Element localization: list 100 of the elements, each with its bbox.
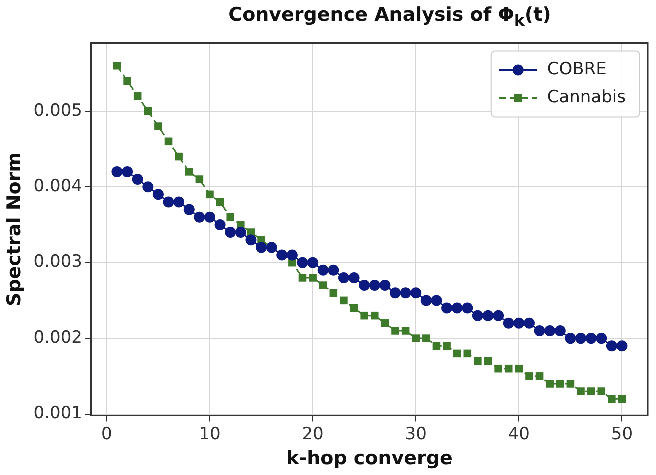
point	[246, 234, 257, 246]
point	[402, 327, 410, 335]
point	[298, 274, 307, 282]
point	[122, 166, 134, 178]
point	[204, 212, 216, 223]
point	[216, 198, 224, 206]
point	[596, 333, 608, 344]
point	[616, 340, 628, 352]
point	[565, 333, 576, 344]
point	[462, 302, 474, 314]
point	[431, 295, 442, 306]
point	[235, 227, 246, 238]
point	[185, 168, 194, 176]
y-tick-label: 0.003	[34, 252, 82, 272]
point	[184, 204, 195, 216]
point	[113, 62, 122, 70]
point	[318, 264, 329, 276]
point	[328, 264, 340, 276]
point	[412, 334, 420, 342]
point	[608, 395, 616, 404]
point	[134, 92, 142, 100]
point	[420, 295, 432, 306]
point	[381, 320, 390, 328]
point	[546, 380, 554, 388]
point	[514, 318, 525, 329]
point	[124, 77, 132, 85]
point	[400, 288, 412, 299]
point	[348, 272, 360, 284]
point	[598, 388, 606, 396]
point	[577, 388, 585, 396]
point	[422, 334, 430, 342]
x-tick-label: 10	[199, 424, 221, 444]
x-axis-title: k-hop converge	[286, 448, 453, 470]
point	[474, 357, 482, 366]
point	[587, 388, 596, 396]
point	[142, 182, 154, 193]
point	[214, 219, 226, 230]
point	[443, 342, 451, 350]
point	[606, 340, 618, 352]
point	[360, 312, 368, 320]
x-tick-label: 20	[302, 424, 324, 444]
point	[286, 250, 298, 261]
point	[453, 350, 462, 358]
point	[319, 282, 328, 290]
point	[556, 380, 564, 388]
point	[524, 318, 535, 329]
y-axis-title: Spectral Norm	[3, 152, 26, 306]
point	[504, 364, 513, 373]
point	[154, 122, 162, 130]
point	[338, 272, 350, 284]
legend-label: COBRE	[547, 60, 607, 80]
point	[340, 296, 348, 305]
point	[369, 280, 380, 292]
point	[554, 325, 566, 336]
point	[350, 304, 358, 312]
point	[576, 333, 587, 344]
point	[442, 302, 453, 314]
x-tick-label: 0	[102, 424, 112, 444]
point	[482, 310, 494, 322]
point	[308, 257, 319, 268]
point	[503, 318, 514, 329]
point	[618, 395, 626, 404]
point	[309, 274, 317, 282]
point	[152, 189, 164, 200]
point	[536, 372, 544, 380]
point	[163, 196, 174, 208]
x-tick-label: 50	[611, 424, 634, 444]
point	[472, 310, 484, 322]
point	[226, 213, 234, 222]
legend-label: Cannabis	[547, 88, 626, 108]
x-tick-label: 40	[508, 424, 530, 444]
point	[196, 176, 204, 184]
point	[566, 380, 575, 388]
point	[380, 280, 391, 292]
point	[359, 280, 370, 292]
chart-title: Convergence Analysis of Φ$_{k}$(t)	[228, 4, 552, 30]
point	[494, 364, 502, 373]
point	[174, 196, 185, 208]
point	[515, 364, 524, 373]
y-tick-label: 0.004	[34, 176, 82, 197]
y-tick-label: 0.001	[34, 404, 82, 424]
point	[390, 288, 401, 299]
point	[464, 350, 472, 358]
point	[225, 227, 236, 238]
point	[392, 327, 400, 335]
point	[534, 325, 546, 336]
point	[410, 288, 422, 299]
y-tick-label: 0.005	[34, 100, 82, 121]
point	[586, 333, 597, 344]
point	[112, 166, 123, 178]
point	[164, 138, 173, 146]
point	[432, 342, 441, 350]
point	[297, 257, 308, 268]
point	[144, 107, 152, 116]
point	[544, 325, 556, 336]
point	[452, 302, 463, 314]
point	[206, 190, 214, 199]
point	[484, 357, 492, 366]
point	[256, 242, 268, 254]
y-tick-label: 0.002	[34, 328, 82, 348]
